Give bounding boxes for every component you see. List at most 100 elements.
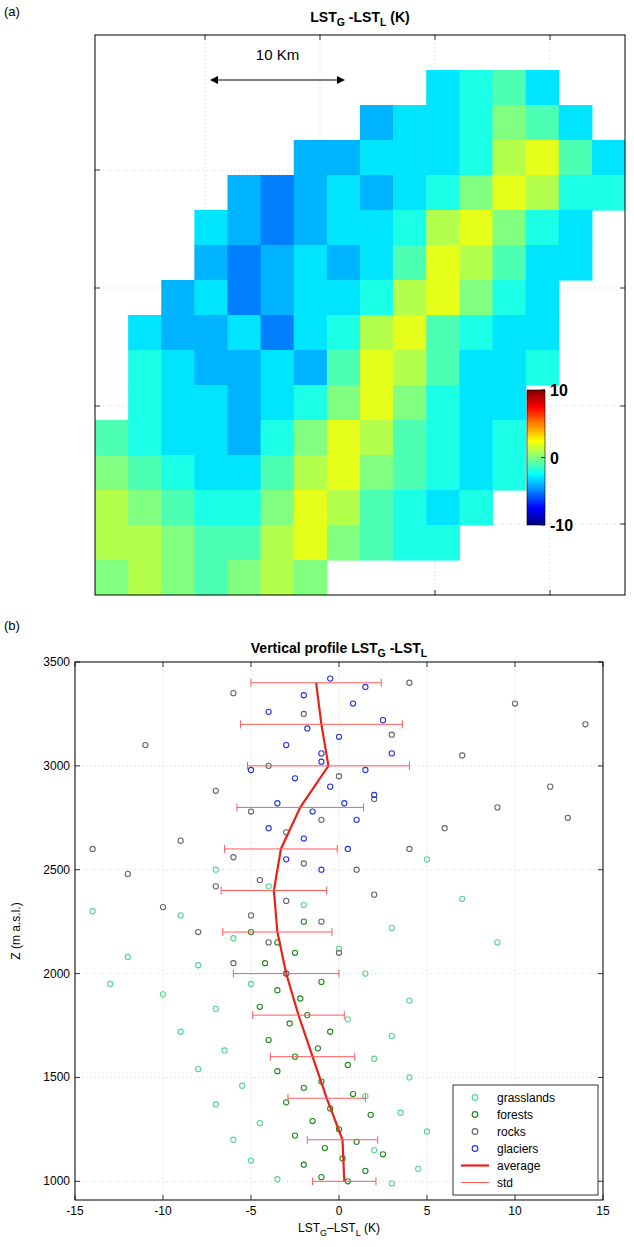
- scatter-point: [292, 776, 297, 781]
- scatter-point: [301, 861, 306, 866]
- legend-symbol: [472, 1129, 478, 1135]
- map-cell: [493, 245, 527, 281]
- scatter-point: [336, 950, 341, 955]
- map-cell: [360, 175, 394, 211]
- scatter-point: [143, 742, 148, 747]
- std-bar-cap: [287, 1094, 288, 1102]
- map-cell: [327, 315, 361, 351]
- tick-mark: [75, 869, 80, 870]
- map-cell: [95, 560, 129, 595]
- map-cell: [393, 455, 427, 491]
- tick-mark: [515, 662, 516, 667]
- y-tick-label: 2000: [43, 967, 70, 981]
- map-cell: [261, 350, 295, 386]
- tick-mark: [251, 1195, 252, 1200]
- map-cell: [493, 175, 527, 211]
- map-cell: [228, 525, 262, 561]
- map-cell: [393, 490, 427, 526]
- map-cell: [393, 140, 427, 176]
- map-cell: [128, 350, 162, 386]
- scatter-point: [248, 809, 253, 814]
- std-bar: [313, 1177, 376, 1185]
- map-cell: [294, 490, 328, 526]
- legend-symbol: [472, 1095, 478, 1101]
- scatter-point: [319, 979, 324, 984]
- map-cell: [228, 280, 262, 316]
- std-bar-line: [247, 765, 409, 766]
- series-rocks: [90, 680, 588, 976]
- text-part: LST: [298, 1221, 321, 1235]
- scatter-point: [372, 792, 377, 797]
- scatter-point: [407, 846, 412, 851]
- scatter-point: [301, 902, 306, 907]
- plot-frame: [75, 662, 603, 1200]
- map-cell: [426, 245, 460, 281]
- x-axis-title: LSTG–LSTL (K): [298, 1221, 380, 1238]
- scatter-point: [442, 826, 447, 831]
- scatter-point: [350, 701, 355, 706]
- map-cell: [294, 245, 328, 281]
- scatter-point: [287, 1021, 292, 1026]
- std-bar-cap: [270, 1053, 271, 1061]
- scatter-point: [284, 857, 289, 862]
- map-cell: [128, 525, 162, 561]
- scatter-point: [231, 855, 236, 860]
- map-cell: [459, 455, 493, 491]
- map-cell: [228, 420, 262, 456]
- map-cell: [161, 490, 195, 526]
- scatter-point: [328, 784, 333, 789]
- x-tick-label: 15: [596, 1204, 610, 1218]
- tick-mark: [427, 1195, 428, 1200]
- legend-symbol: [461, 1164, 489, 1166]
- colorbar-tick-label: 0: [550, 450, 559, 467]
- legend-label: std: [497, 1176, 513, 1190]
- map-cell: [327, 210, 361, 246]
- map-cell: [261, 455, 295, 491]
- tick-mark: [515, 1195, 516, 1200]
- grid-line: [75, 869, 603, 870]
- map-cell: [493, 105, 527, 141]
- map-cell: [261, 490, 295, 526]
- std-bar-cap: [222, 928, 223, 936]
- scatter-point: [248, 981, 253, 986]
- map-cell: [327, 140, 361, 176]
- scatter-point: [380, 718, 385, 723]
- map-cell: [327, 490, 361, 526]
- map-cell: [95, 455, 129, 491]
- map-cell: [261, 560, 295, 595]
- std-bar: [237, 803, 364, 811]
- map-cell: [194, 280, 228, 316]
- map-cell: [360, 245, 394, 281]
- scatter-point: [266, 884, 271, 889]
- map-cell: [194, 455, 228, 491]
- map-cell: [327, 385, 361, 421]
- map-cell: [393, 245, 427, 281]
- scatter-point: [196, 929, 201, 934]
- map-cell: [360, 105, 394, 141]
- std-bar: [307, 1136, 377, 1144]
- map-cell: [228, 315, 262, 351]
- grid-line: [339, 662, 340, 1200]
- map-cell: [559, 105, 593, 141]
- map-cell: [228, 210, 262, 246]
- grid-line: [251, 662, 252, 1200]
- text-part: LST: [310, 9, 337, 25]
- std-bar: [233, 970, 339, 978]
- map-cell: [426, 315, 460, 351]
- map-cell: [426, 525, 460, 561]
- map-cell: [493, 140, 527, 176]
- scatter-point: [213, 788, 218, 793]
- scatter-point: [266, 709, 271, 714]
- scatter-point: [407, 680, 412, 685]
- std-bar-cap: [331, 928, 332, 936]
- tick-mark: [620, 406, 625, 407]
- map-cell: [194, 210, 228, 246]
- map-cell: [393, 315, 427, 351]
- map-cell: [228, 350, 262, 386]
- tick-mark: [598, 1181, 603, 1182]
- tick-mark: [339, 662, 340, 667]
- scale-arrow: [337, 76, 345, 84]
- std-bar-cap: [252, 1011, 253, 1019]
- scatter-point: [90, 909, 95, 914]
- x-tick-label: -15: [66, 1204, 84, 1218]
